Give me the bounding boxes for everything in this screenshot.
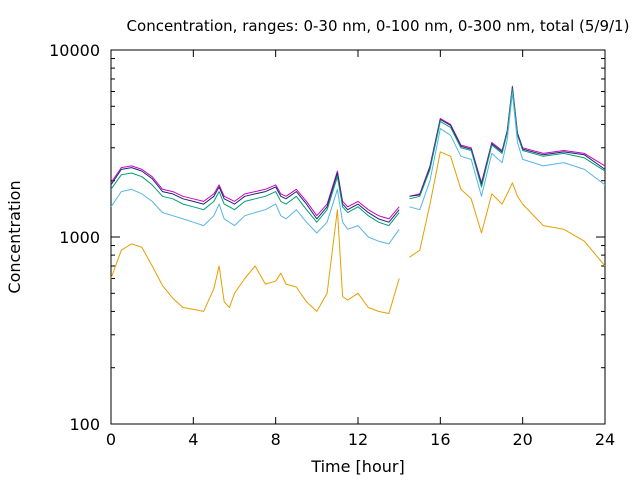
x-tick-label: 4 <box>188 430 198 449</box>
x-tick-label: 0 <box>106 430 116 449</box>
y-axis-title: Concentration <box>5 180 24 293</box>
series-line-2 <box>409 88 606 200</box>
series-layer <box>110 85 606 314</box>
series-line-4 <box>409 151 606 267</box>
y-tick-label: 1000 <box>59 228 100 247</box>
series-line-3 <box>110 188 400 245</box>
series-line-4 <box>110 209 400 314</box>
series-line-3 <box>409 92 606 211</box>
x-tick-label: 12 <box>348 430 368 449</box>
chart-title: Concentration, ranges: 0-30 nm, 0-100 nm… <box>127 17 630 35</box>
x-tick-label: 20 <box>512 430 532 449</box>
series-line-1 <box>110 167 400 223</box>
x-axis-title: Time [hour] <box>310 457 404 476</box>
y-axis-ticks: 100 1000 10000 <box>49 41 605 434</box>
x-axis-ticks: 0 4 8 12 16 20 24 <box>106 50 615 449</box>
y-tick-label: 10000 <box>49 41 100 60</box>
x-tick-label: 24 <box>595 430 615 449</box>
x-tick-label: 16 <box>430 430 450 449</box>
x-tick-label: 8 <box>271 430 281 449</box>
series-line-0 <box>110 165 400 220</box>
plot-area-frame <box>110 49 606 425</box>
y-tick-label: 100 <box>69 415 100 434</box>
series-line-2 <box>110 172 400 227</box>
